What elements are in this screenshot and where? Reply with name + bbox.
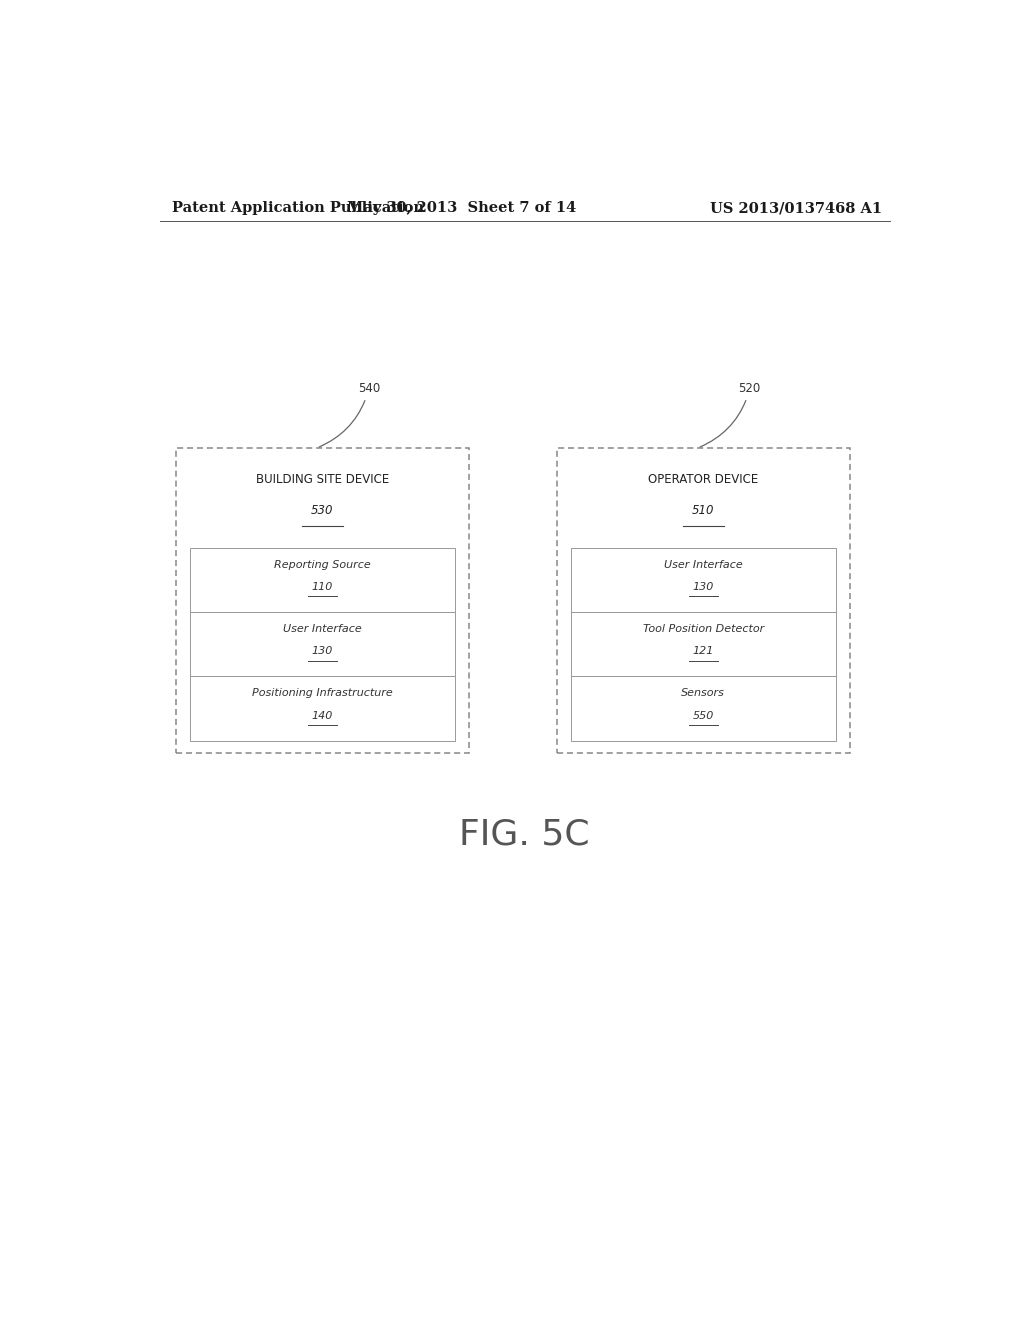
Text: BUILDING SITE DEVICE: BUILDING SITE DEVICE	[256, 474, 389, 487]
Text: 130: 130	[311, 647, 333, 656]
Text: 510: 510	[692, 504, 715, 517]
Text: OPERATOR DEVICE: OPERATOR DEVICE	[648, 474, 759, 487]
Text: 540: 540	[319, 383, 380, 447]
Text: 110: 110	[311, 582, 333, 591]
Text: 550: 550	[692, 710, 714, 721]
Bar	[189, 676, 455, 741]
Text: 140: 140	[311, 710, 333, 721]
Text: US 2013/0137468 A1: US 2013/0137468 A1	[710, 201, 882, 215]
Text: Tool Position Detector: Tool Position Detector	[643, 624, 764, 634]
Bar	[176, 447, 469, 752]
Text: 530: 530	[311, 504, 334, 517]
Bar	[570, 676, 836, 741]
Text: Reporting Source: Reporting Source	[274, 560, 371, 570]
Text: Sensors: Sensors	[681, 689, 725, 698]
Text: User Interface: User Interface	[283, 624, 361, 634]
Text: FIG. 5C: FIG. 5C	[460, 817, 590, 851]
Bar	[557, 447, 850, 752]
Bar	[189, 548, 455, 612]
Text: 520: 520	[700, 383, 761, 447]
Text: 130: 130	[692, 582, 714, 591]
Text: Patent Application Publication: Patent Application Publication	[172, 201, 424, 215]
Bar	[570, 548, 836, 612]
Bar	[570, 612, 836, 676]
Text: User Interface: User Interface	[664, 560, 742, 570]
Text: Positioning Infrastructure: Positioning Infrastructure	[252, 689, 393, 698]
Bar	[189, 612, 455, 676]
Text: May 30, 2013  Sheet 7 of 14: May 30, 2013 Sheet 7 of 14	[347, 201, 575, 215]
Text: 121: 121	[692, 647, 714, 656]
